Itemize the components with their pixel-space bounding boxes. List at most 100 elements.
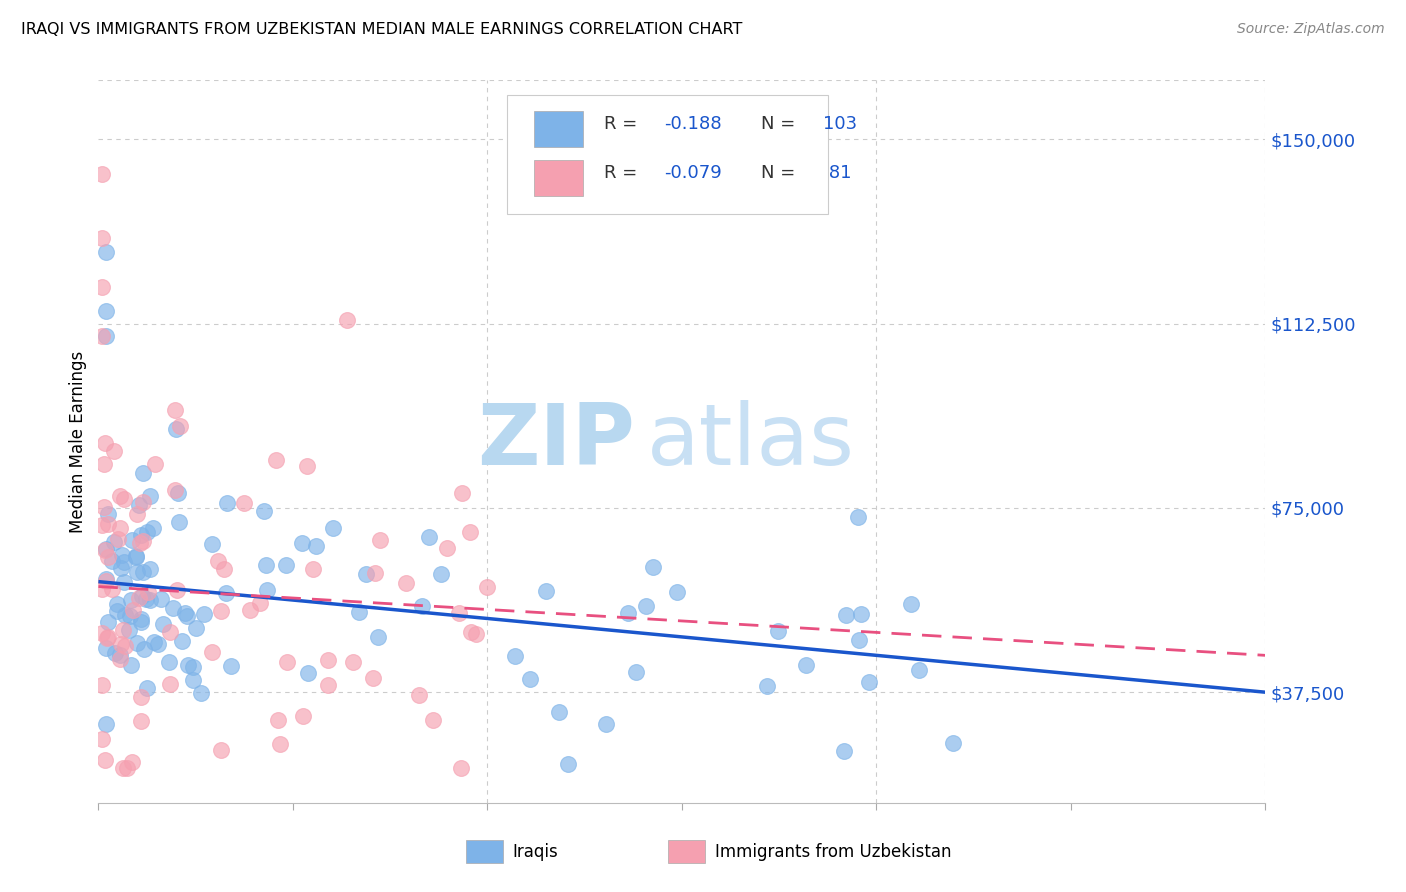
- Text: R =: R =: [603, 115, 643, 133]
- Point: [858, 675, 880, 690]
- Point: [557, 757, 579, 772]
- Point: [302, 562, 325, 576]
- Text: -0.079: -0.079: [665, 164, 723, 183]
- Point: [465, 627, 488, 641]
- Point: [132, 533, 155, 548]
- Point: [127, 507, 149, 521]
- Point: [143, 457, 166, 471]
- Point: [201, 537, 224, 551]
- Point: [129, 714, 152, 728]
- Point: [150, 592, 173, 607]
- Point: [295, 459, 318, 474]
- FancyBboxPatch shape: [668, 840, 706, 863]
- Text: -0.188: -0.188: [665, 115, 723, 133]
- Point: [97, 517, 120, 532]
- Text: R =: R =: [603, 164, 643, 183]
- Point: [132, 495, 155, 509]
- Point: [157, 655, 180, 669]
- Point: [118, 624, 141, 638]
- Point: [131, 467, 153, 481]
- Point: [91, 230, 114, 244]
- Point: [519, 672, 541, 686]
- Point: [167, 486, 190, 500]
- Point: [111, 623, 134, 637]
- Point: [110, 560, 132, 574]
- Point: [111, 549, 134, 563]
- Point: [96, 640, 118, 655]
- Point: [364, 566, 387, 580]
- Point: [450, 486, 472, 500]
- Point: [105, 604, 128, 618]
- Point: [132, 565, 155, 579]
- Point: [291, 709, 314, 723]
- Point: [105, 597, 128, 611]
- Point: [114, 639, 136, 653]
- Point: [176, 608, 198, 623]
- Point: [114, 607, 136, 622]
- Point: [91, 625, 114, 640]
- Point: [447, 606, 470, 620]
- Point: [112, 492, 135, 507]
- Point: [848, 632, 870, 647]
- Point: [135, 591, 157, 606]
- Point: [190, 686, 212, 700]
- Point: [125, 549, 148, 564]
- Point: [166, 583, 188, 598]
- Text: ZIP: ZIP: [478, 400, 636, 483]
- Point: [169, 419, 191, 434]
- Y-axis label: Median Male Earnings: Median Male Earnings: [69, 351, 87, 533]
- Point: [305, 539, 328, 553]
- Point: [94, 542, 117, 557]
- FancyBboxPatch shape: [534, 111, 582, 147]
- Text: N =: N =: [761, 164, 801, 183]
- Point: [942, 736, 965, 750]
- Point: [131, 590, 153, 604]
- Point: [108, 521, 131, 535]
- Point: [900, 597, 922, 611]
- Point: [848, 510, 870, 524]
- Point: [209, 743, 232, 757]
- Point: [174, 606, 197, 620]
- Point: [503, 648, 526, 663]
- Point: [120, 658, 142, 673]
- Point: [256, 582, 278, 597]
- Point: [276, 655, 298, 669]
- Point: [193, 607, 215, 621]
- Point: [103, 535, 125, 549]
- Point: [112, 555, 135, 569]
- Point: [139, 489, 162, 503]
- Point: [274, 558, 297, 573]
- Point: [132, 641, 155, 656]
- Point: [125, 636, 148, 650]
- Point: [91, 518, 114, 533]
- Point: [142, 521, 165, 535]
- Point: [184, 621, 207, 635]
- Point: [128, 499, 150, 513]
- Point: [641, 560, 664, 574]
- FancyBboxPatch shape: [465, 840, 503, 863]
- Point: [209, 604, 232, 618]
- Point: [233, 496, 256, 510]
- Point: [159, 677, 181, 691]
- Point: [128, 535, 150, 549]
- Text: IRAQI VS IMMIGRANTS FROM UZBEKISTAN MEDIAN MALE EARNINGS CORRELATION CHART: IRAQI VS IMMIGRANTS FROM UZBEKISTAN MEDI…: [21, 22, 742, 37]
- Point: [125, 549, 148, 564]
- Point: [766, 624, 789, 638]
- Point: [477, 580, 499, 594]
- Point: [100, 582, 122, 596]
- Point: [139, 562, 162, 576]
- FancyBboxPatch shape: [508, 95, 828, 214]
- Point: [97, 630, 120, 644]
- Text: atlas: atlas: [647, 400, 855, 483]
- Point: [162, 600, 184, 615]
- Point: [666, 584, 689, 599]
- Point: [411, 599, 433, 614]
- Point: [110, 648, 132, 663]
- Point: [254, 558, 277, 572]
- Point: [367, 630, 389, 644]
- Point: [460, 625, 482, 640]
- Point: [460, 525, 482, 540]
- Point: [536, 584, 558, 599]
- Point: [101, 553, 124, 567]
- Point: [129, 527, 152, 541]
